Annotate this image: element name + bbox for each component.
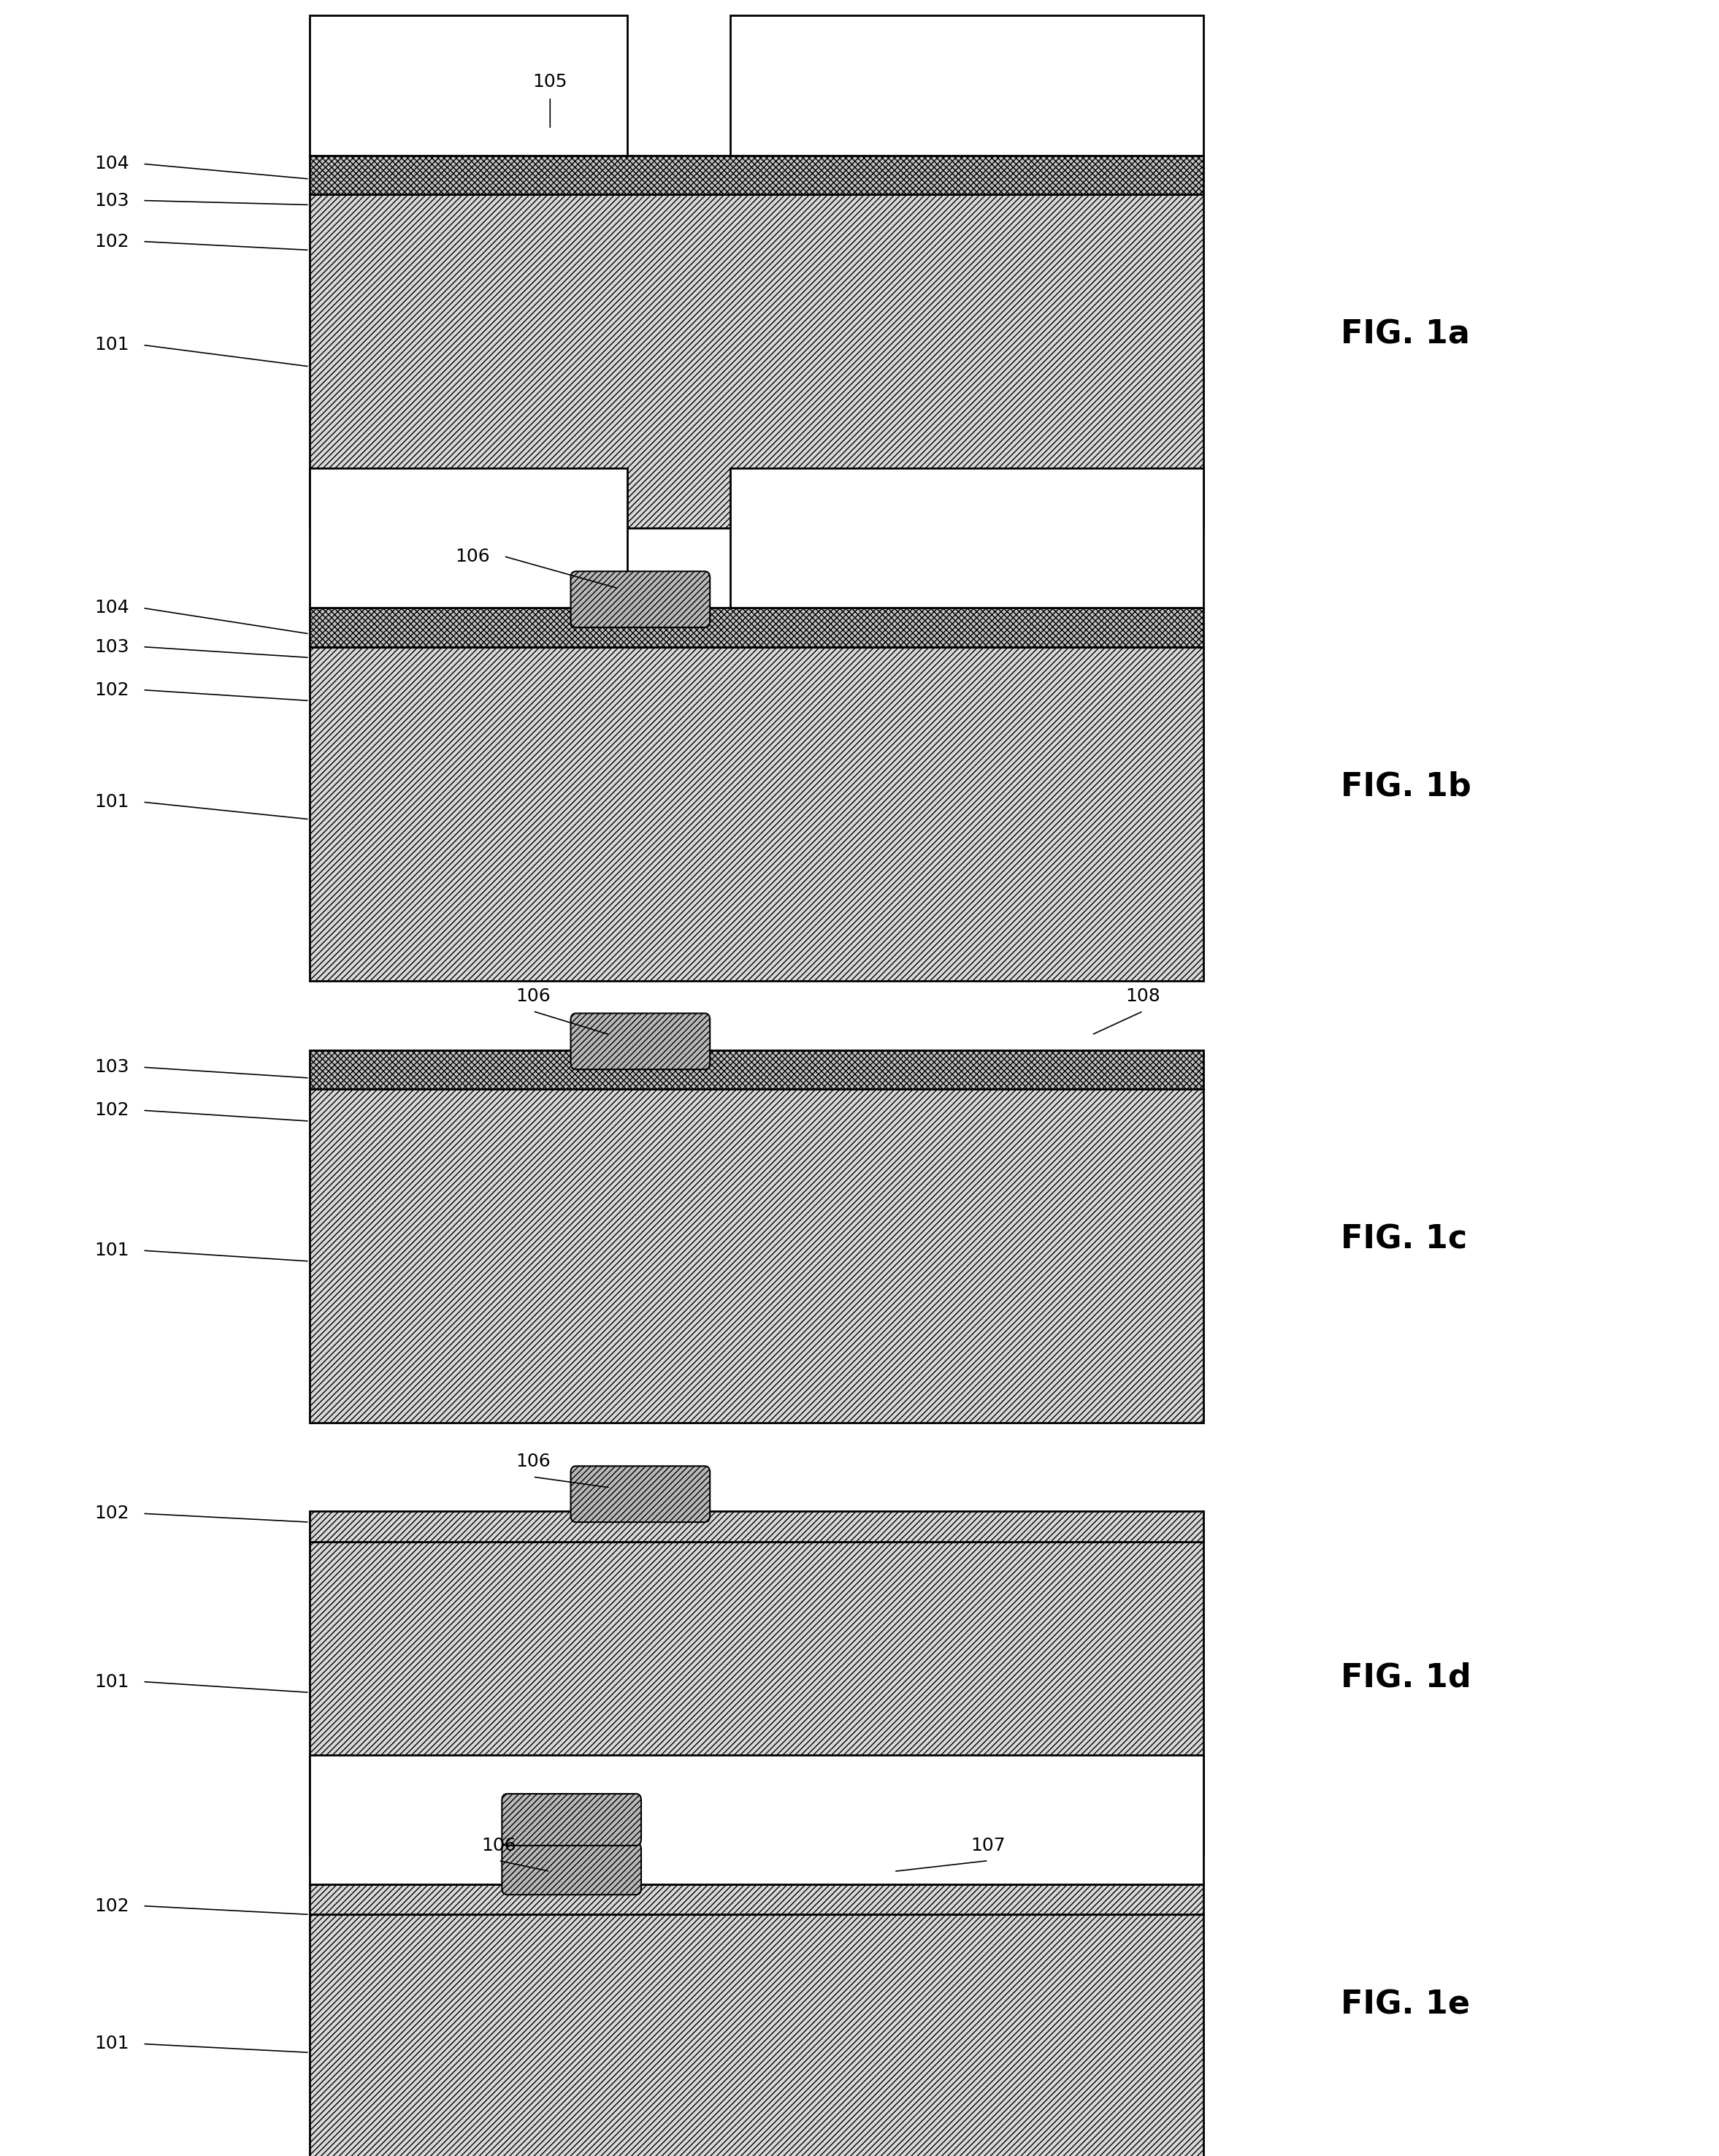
Text: 101: 101 [95,1242,129,1259]
Text: FIG. 1c: FIG. 1c [1341,1225,1468,1255]
Bar [309,194,1203,528]
Text: 102: 102 [95,681,129,699]
Bar [309,608,1203,647]
Text: 103: 103 [95,1059,129,1076]
Text: 105: 105 [533,73,567,91]
Text: 104: 104 [95,155,129,172]
Bar [309,468,627,608]
Bar [731,15,1203,155]
Text: 102: 102 [95,1505,129,1522]
Text: 106: 106 [516,1453,550,1470]
Text: 104: 104 [95,599,129,617]
FancyBboxPatch shape [502,1843,641,1895]
Bar [309,1089,1203,1423]
Text: 106: 106 [516,987,550,1005]
Text: 103: 103 [95,192,129,209]
Text: 108: 108 [1126,987,1160,1005]
Text: 107: 107 [971,1837,1006,1854]
Bar [309,647,1203,981]
Text: 102: 102 [95,233,129,250]
FancyBboxPatch shape [571,1466,710,1522]
FancyBboxPatch shape [502,1794,641,1846]
Text: 101: 101 [95,2035,129,2053]
Text: 101: 101 [95,336,129,354]
Bar [731,468,1203,608]
Text: FIG. 1d: FIG. 1d [1341,1662,1471,1692]
Text: 101: 101 [95,1673,129,1690]
Text: FIG. 1b: FIG. 1b [1341,772,1471,802]
Text: FIG. 1a: FIG. 1a [1341,319,1470,349]
Text: 106: 106 [456,548,490,565]
Bar [309,1884,1203,1915]
Text: 101: 101 [95,793,129,811]
FancyBboxPatch shape [571,571,710,627]
Bar [309,1511,1203,1542]
Bar [309,1542,1203,1854]
Bar [309,1915,1203,2156]
Bar [309,15,627,155]
Bar [309,155,1203,194]
Text: 106: 106 [481,1837,516,1854]
Text: FIG. 1e: FIG. 1e [1341,1990,1470,2020]
Text: 102: 102 [95,1102,129,1119]
FancyBboxPatch shape [571,1013,710,1069]
Text: 103: 103 [95,638,129,655]
Text: 102: 102 [95,1897,129,1915]
Bar [309,1755,1203,1884]
Bar [309,1050,1203,1089]
